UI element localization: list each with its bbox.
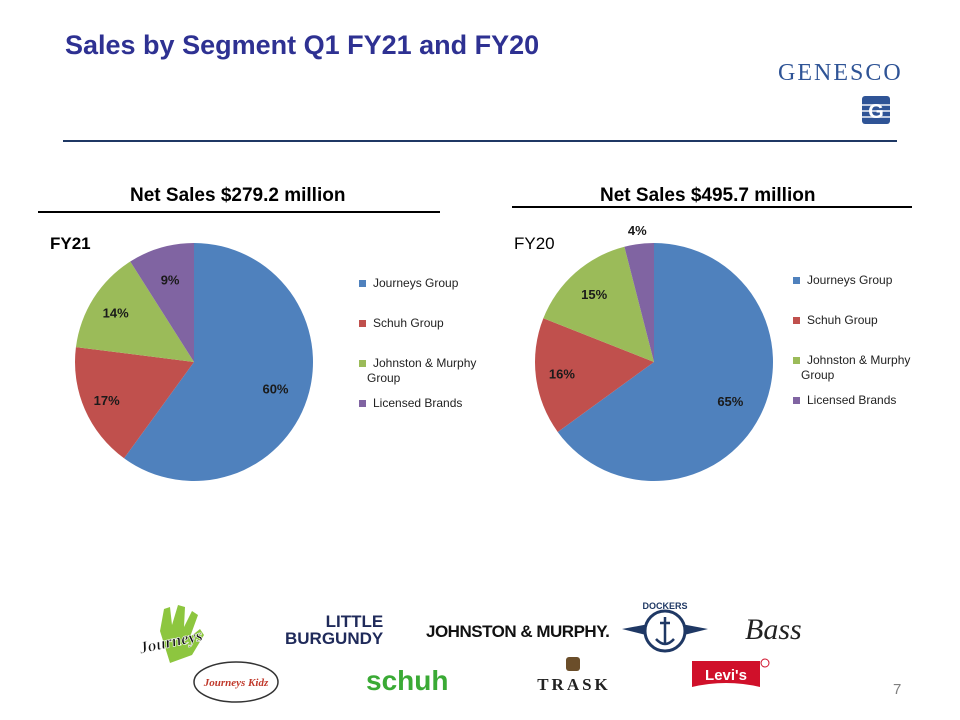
- fy21-chart-title: Net Sales $279.2 million: [130, 185, 346, 206]
- trask-logo: TRASK: [537, 657, 611, 694]
- pie-slice-licensed-brands: [624, 243, 654, 362]
- johnston-murphy-logo: JOHNSTON & MURPHY.: [426, 622, 610, 641]
- svg-text:TRASK: TRASK: [537, 675, 611, 694]
- legend-label: Licensed Brands: [373, 396, 463, 410]
- pie-slice-journeys: [124, 243, 313, 481]
- legend-swatch-schuh: [359, 320, 366, 327]
- genesco-logo-text: GENESCO: [778, 60, 903, 86]
- svg-text:Levi's: Levi's: [705, 667, 747, 684]
- legend-swatch-journeys: [793, 277, 800, 284]
- levis-logo: Levi's: [692, 658, 770, 687]
- legend-swatch-journeys: [359, 280, 366, 287]
- genesco-logo-icon: G: [862, 96, 890, 124]
- fy20-legend: Journeys Group Schuh Group Johnston & Mu…: [793, 273, 943, 413]
- legend-label: Licensed Brands: [807, 393, 897, 407]
- fy21-legend: Journeys Group Schuh Group Johnston & Mu…: [359, 276, 509, 416]
- fy21-period-label: FY21: [50, 234, 91, 253]
- journeys-kidz-logo: Journeys Kidz: [193, 661, 279, 703]
- legend-label: Journeys Group: [807, 273, 893, 287]
- pie-label-schuh: 16%: [549, 367, 575, 382]
- pie-label-licensed-brands: 9%: [161, 273, 180, 288]
- fy20-title-underline: [512, 206, 912, 208]
- bass-logo: Bass: [745, 613, 802, 646]
- pie-label-schuh: 17%: [94, 393, 120, 408]
- slide-title: Sales by Segment Q1 FY21 and FY20: [65, 30, 540, 60]
- pie-slice-licensed-brands: [130, 243, 194, 362]
- fy21-pie-chart: 60% 17% 14% 9%: [74, 243, 313, 481]
- legend-swatch-jm: [359, 360, 366, 367]
- pie-slice-johnston-murphy: [543, 246, 654, 362]
- fy20-pie-chart: 65% 16% 15% 4%: [535, 223, 773, 481]
- legend-label: Schuh Group: [373, 316, 444, 330]
- little-burgundy-line1: LITTLE: [325, 612, 384, 631]
- svg-text:G: G: [868, 101, 884, 123]
- brand-logos: Journeys Journeys Kidz LITTLE BURGUNDY s…: [120, 595, 840, 705]
- pie-slice-johnston-murphy: [75, 261, 194, 362]
- legend-swatch-licensed: [359, 400, 366, 407]
- pie-slice-schuh: [74, 347, 194, 459]
- schuh-logo: schuh: [366, 665, 449, 696]
- legend-label-line2: Group: [801, 368, 835, 382]
- legend-label: Journeys Group: [373, 276, 459, 290]
- fy21-title-underline: [38, 211, 440, 213]
- pie-label-johnston-murphy: 14%: [103, 305, 129, 320]
- page-number: 7: [893, 681, 902, 698]
- journeys-logo: Journeys: [136, 605, 205, 663]
- title-divider: [63, 140, 897, 142]
- legend-swatch-licensed: [793, 397, 800, 404]
- pie-label-journeys: 65%: [717, 394, 743, 409]
- legend-swatch-schuh: [793, 317, 800, 324]
- legend-swatch-jm: [793, 357, 800, 364]
- little-burgundy-line2: BURGUNDY: [285, 629, 384, 648]
- little-burgundy-logo: LITTLE BURGUNDY: [285, 613, 383, 648]
- svg-text:DOCKERS: DOCKERS: [642, 601, 687, 611]
- legend-label: Johnston & Murphy: [373, 356, 477, 370]
- pie-label-journeys: 60%: [262, 381, 288, 396]
- dockers-logo: DOCKERS: [622, 601, 708, 653]
- pie-slice-schuh: [535, 318, 654, 432]
- pie-label-johnston-murphy: 15%: [581, 287, 607, 302]
- fy20-chart-title: Net Sales $495.7 million: [600, 185, 816, 206]
- legend-label: Johnston & Murphy: [807, 353, 911, 367]
- legend-label: Schuh Group: [807, 313, 878, 327]
- legend-label-line2: Group: [367, 371, 401, 385]
- pie-label-licensed-brands: 4%: [628, 223, 647, 238]
- svg-text:Journeys Kidz: Journeys Kidz: [203, 677, 269, 689]
- pie-slice-journeys: [557, 243, 773, 481]
- fy20-period-label: FY20: [514, 234, 555, 253]
